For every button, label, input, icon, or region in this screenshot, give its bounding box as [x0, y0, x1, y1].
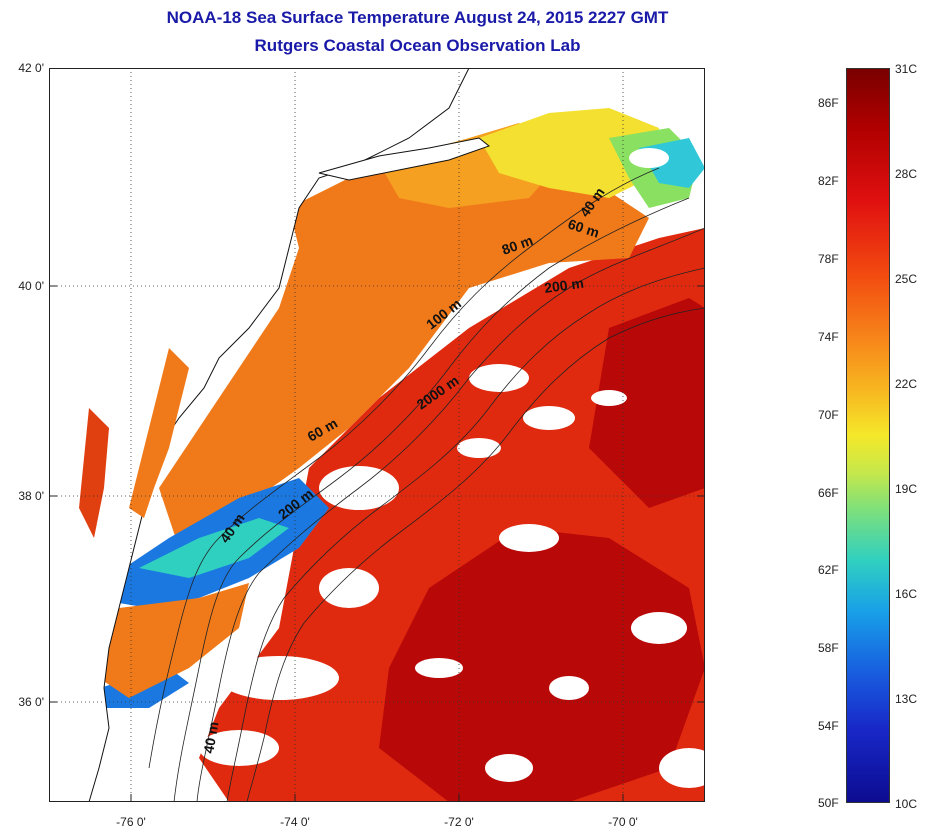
long-island [318, 137, 491, 181]
lon-label: -72 0' [444, 815, 474, 829]
colorbar-c-label: 22C [895, 377, 918, 391]
colorbar-f-label: 78F [818, 252, 839, 266]
lat-label: 42 0' [18, 61, 44, 75]
colorbar-c-label: 19C [895, 482, 918, 496]
cool-water [479, 108, 659, 198]
colorbar-f-label: 86F [818, 96, 839, 110]
lon-label: -76 0' [116, 815, 146, 829]
colorbar-f-label: 62F [818, 563, 839, 577]
lat-label: 40 0' [18, 279, 44, 293]
colorbar-f-label: 74F [818, 330, 839, 344]
colorbar-f-label: 70F [818, 408, 839, 422]
colorbar-c-label: 31C [895, 62, 918, 76]
lon-label: -70 0' [608, 815, 638, 829]
colorbar-f-label: 50F [818, 796, 839, 810]
sst-map: 40 m 60 m 80 m 200 m 100 m 2000 m 60 m 2… [49, 68, 705, 802]
colorbar-c-label: 16C [895, 587, 918, 601]
colorbar-f-label: 82F [818, 174, 839, 188]
map-frame [49, 68, 705, 802]
isobath-contours [148, 167, 705, 802]
lat-label: 36 0' [18, 695, 44, 709]
lat-label: 38 0' [18, 489, 44, 503]
isobath-label: 40 m [200, 720, 221, 754]
colorbar-f-label: 58F [818, 641, 839, 655]
map-subtitle: Rutgers Coastal Ocean Observation Lab [254, 36, 581, 55]
shelf-water [159, 148, 649, 548]
offshore-hot-core [379, 528, 705, 802]
map-title: NOAA-18 Sea Surface Temperature August 2… [166, 8, 669, 27]
colorbar-f-label: 66F [818, 486, 839, 500]
colorbar-c-label: 10C [895, 797, 918, 811]
axis-ticks [49, 285, 705, 802]
colorbar-c-label: 13C [895, 692, 918, 706]
temperature-colorbar [846, 68, 890, 803]
colorbar-c-label: 25C [895, 272, 918, 286]
colorbar-c-label: 28C [895, 167, 918, 181]
isobath-label: 200 m [543, 275, 585, 296]
lon-label: -74 0' [280, 815, 310, 829]
colorbar-f-label: 54F [818, 719, 839, 733]
graticule [49, 68, 705, 802]
